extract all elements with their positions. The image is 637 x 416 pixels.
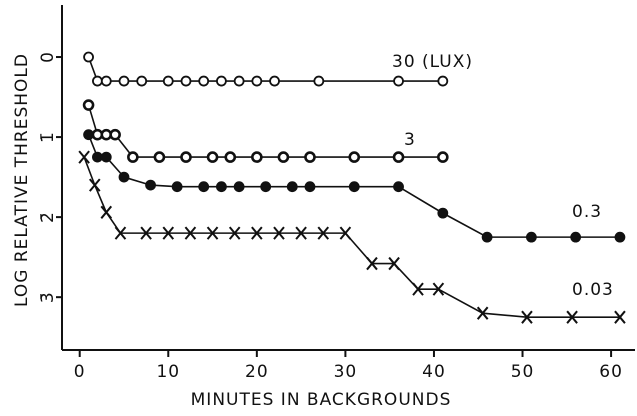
marker (570, 231, 582, 243)
marker-x (162, 226, 175, 240)
y-tick-label: 2̄ (38, 211, 58, 223)
marker (269, 75, 280, 87)
marker-x (206, 226, 219, 240)
marker (100, 75, 112, 87)
marker (198, 75, 210, 87)
marker-x (476, 306, 489, 320)
series-line (87, 104, 443, 158)
marker (260, 181, 272, 193)
marker (304, 181, 316, 193)
series-label: 3 (404, 130, 416, 150)
marker (313, 75, 325, 87)
marker (83, 129, 94, 141)
marker-x (228, 226, 241, 240)
marker-x (432, 282, 445, 296)
marker (437, 207, 449, 219)
marker (171, 181, 183, 193)
marker (216, 181, 227, 193)
y-tick-label: 3̄ (38, 291, 58, 303)
marker-x (295, 226, 307, 240)
x-tick-label: 0 (74, 362, 86, 382)
marker (92, 151, 103, 163)
marker (92, 75, 103, 87)
marker (145, 179, 156, 191)
marker (251, 151, 263, 163)
marker (277, 151, 290, 163)
y-axis-label: LOG RELATIVE THRESHOLD (12, 53, 32, 307)
marker-x (88, 178, 101, 192)
series-label: 30 (LUX) (392, 52, 473, 72)
marker (82, 99, 95, 111)
marker (233, 181, 245, 193)
marker-x (614, 310, 626, 324)
marker (348, 181, 360, 193)
marker (118, 75, 130, 87)
marker (83, 51, 94, 63)
marker-x (100, 205, 113, 219)
series-label: 0.3 (572, 202, 602, 222)
y-tick-label: 1̄ (38, 131, 58, 143)
marker (109, 128, 121, 141)
marker (216, 75, 227, 87)
marker-x (317, 226, 330, 240)
marker-x (366, 256, 378, 271)
marker (393, 181, 404, 193)
marker-x (140, 226, 152, 240)
marker (393, 75, 404, 87)
marker (180, 151, 192, 163)
y-tick-label: 0 (38, 51, 58, 63)
x-tick-label: 30 (334, 362, 358, 382)
series-label: 0.03 (572, 280, 614, 300)
marker (525, 231, 537, 243)
x-tick-label: 40 (422, 362, 446, 382)
marker (153, 151, 166, 163)
marker (100, 151, 112, 163)
x-tick-label: 60 (599, 362, 623, 382)
marker-x (388, 256, 400, 271)
marker (180, 75, 192, 87)
marker (162, 75, 174, 87)
marker (224, 151, 237, 163)
x-axis-label: MINUTES IN BACKGROUNDS (191, 390, 452, 410)
marker-x (114, 226, 127, 240)
marker (118, 171, 130, 183)
marker (348, 151, 361, 163)
marker (614, 231, 626, 243)
marker-x (251, 226, 263, 240)
x-tick-label: 10 (156, 362, 180, 382)
marker-x (184, 226, 197, 240)
marker-x (412, 282, 424, 296)
marker (233, 75, 245, 87)
marker (206, 151, 219, 163)
marker-x (566, 310, 578, 324)
x-tick-label: 50 (511, 362, 535, 382)
x-tick-label: 20 (245, 362, 269, 382)
marker (437, 75, 449, 87)
marker (136, 75, 148, 87)
marker (198, 181, 210, 193)
series-line (83, 156, 620, 318)
marker (286, 181, 298, 193)
marker-x (273, 226, 285, 240)
marker (251, 75, 263, 87)
marker (392, 151, 405, 163)
marker (437, 151, 449, 163)
marker (481, 231, 493, 243)
marker (304, 151, 316, 163)
marker-x (521, 310, 533, 324)
marker (127, 151, 139, 163)
marker-x (78, 150, 90, 164)
marker-x (339, 226, 352, 240)
